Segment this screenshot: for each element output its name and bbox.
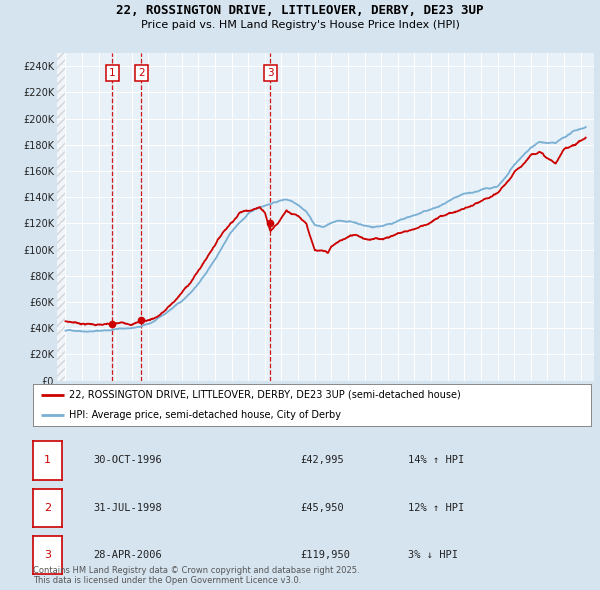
Text: Contains HM Land Registry data © Crown copyright and database right 2025.: Contains HM Land Registry data © Crown c…	[33, 566, 359, 575]
Text: 30-OCT-1996: 30-OCT-1996	[93, 455, 162, 466]
Text: 22, ROSSINGTON DRIVE, LITTLEOVER, DERBY, DE23 3UP (semi-detached house): 22, ROSSINGTON DRIVE, LITTLEOVER, DERBY,…	[69, 389, 461, 399]
Text: 22, ROSSINGTON DRIVE, LITTLEOVER, DERBY, DE23 3UP: 22, ROSSINGTON DRIVE, LITTLEOVER, DERBY,…	[116, 4, 484, 17]
Text: £45,950: £45,950	[300, 503, 344, 513]
Text: 28-APR-2006: 28-APR-2006	[93, 550, 162, 560]
Text: 12% ↑ HPI: 12% ↑ HPI	[408, 503, 464, 513]
Text: £119,950: £119,950	[300, 550, 350, 560]
Text: Price paid vs. HM Land Registry's House Price Index (HPI): Price paid vs. HM Land Registry's House …	[140, 20, 460, 30]
Text: 2: 2	[138, 68, 145, 78]
Text: 14% ↑ HPI: 14% ↑ HPI	[408, 455, 464, 466]
Text: 3: 3	[44, 550, 51, 560]
Text: HPI: Average price, semi-detached house, City of Derby: HPI: Average price, semi-detached house,…	[69, 410, 341, 420]
Text: £42,995: £42,995	[300, 455, 344, 466]
Text: 2: 2	[44, 503, 51, 513]
Text: This data is licensed under the Open Government Licence v3.0.: This data is licensed under the Open Gov…	[33, 576, 301, 585]
Text: 1: 1	[109, 68, 116, 78]
Text: 31-JUL-1998: 31-JUL-1998	[93, 503, 162, 513]
Text: 3% ↓ HPI: 3% ↓ HPI	[408, 550, 458, 560]
Bar	[57, 53, 65, 381]
Text: 3: 3	[267, 68, 274, 78]
Text: 1: 1	[44, 455, 51, 466]
